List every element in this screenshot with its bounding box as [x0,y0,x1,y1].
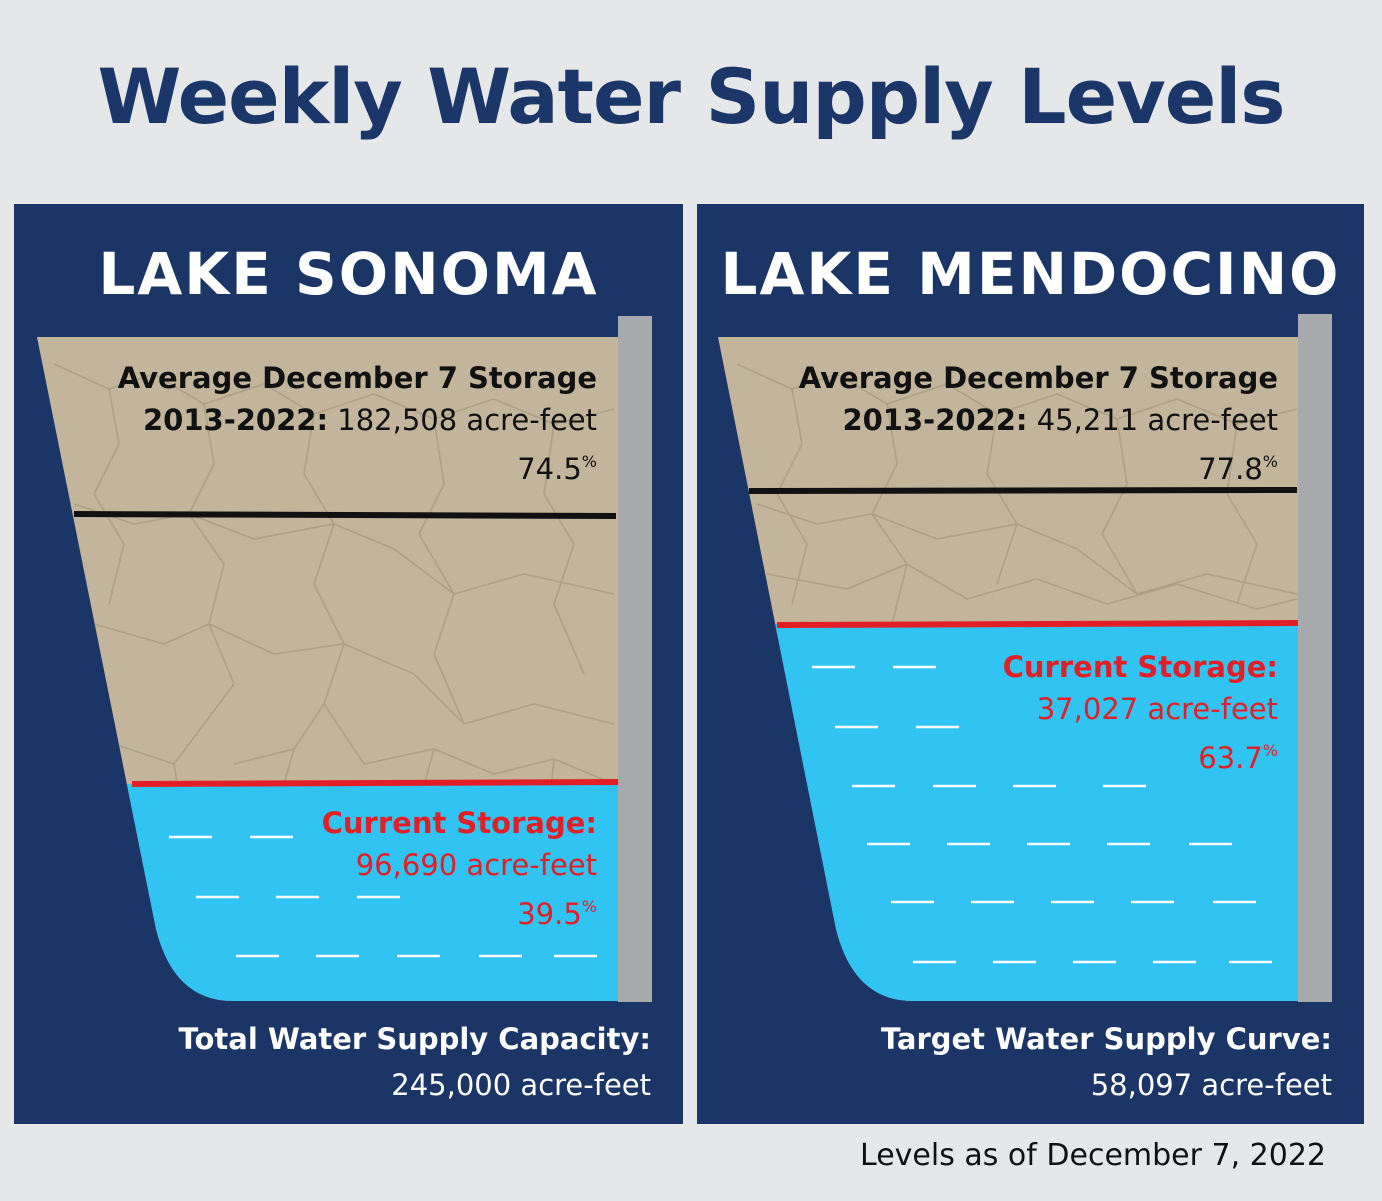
levels-as-of-date: Levels as of December 7, 2022 [860,1138,1326,1173]
lake-name: LAKE MENDOCINO [720,240,1341,308]
current-storage-label: Current Storage: 37,027 acre-feet 63.7% [1003,646,1278,779]
capacity-label: Total Water Supply Capacity: [178,1022,651,1056]
average-storage-label: Average December 7 Storage 2013-2022: 45… [799,357,1278,490]
percent-sign: % [581,897,597,916]
target-value: 58,097 acre-feet [1090,1068,1332,1102]
target-label: Target Water Supply Curve: [880,1022,1332,1056]
current-label: Current Storage: [321,806,597,840]
lake-mendocino-gauge [718,314,1332,1002]
target-footer: Target Water Supply Curve: 58,097 acre-f… [881,1016,1332,1108]
average-label-line1: Average December 7 Storage [798,361,1278,395]
lake-sonoma-gauge [37,316,652,1002]
percent-sign: % [1262,741,1278,760]
average-period: 2013-2022: [143,403,329,437]
lake-mendocino-panel: LAKE MENDOCINO [697,204,1364,1124]
average-value: 45,211 acre-feet [1036,403,1278,437]
average-storage-label: Average December 7 Storage 2013-2022: 18… [118,357,597,490]
current-value: 37,027 acre-feet [1036,692,1278,726]
current-pct: 63.7 [1198,741,1263,775]
average-pct: 77.8 [1198,452,1263,486]
water-ripples [169,835,597,958]
current-storage-label: Current Storage: 96,690 acre-feet 39.5% [322,802,597,935]
average-storage-line [73,511,617,519]
crack-texture [736,363,1298,625]
percent-sign: % [581,452,597,471]
average-period: 2013-2022: [842,403,1028,437]
current-storage-line [131,779,619,787]
average-value: 182,508 acre-feet [337,403,597,437]
lake-sonoma-panel: LAKE SONOMA [14,204,683,1124]
average-pct: 74.5 [517,452,582,486]
percent-sign: % [1262,452,1278,471]
capacity-footer: Total Water Supply Capacity: 245,000 acr… [179,1016,651,1108]
dam-wall [618,316,652,1002]
current-storage-line [776,620,1299,628]
capacity-value: 245,000 acre-feet [391,1068,651,1102]
lake-name: LAKE SONOMA [98,240,599,308]
current-pct: 39.5 [517,897,582,931]
current-value: 96,690 acre-feet [355,848,597,882]
dam-wall [1298,314,1332,1002]
current-label: Current Storage: [1002,650,1278,684]
water-ripples [812,665,1272,964]
page-title: Weekly Water Supply Levels [97,52,1285,141]
average-label-line1: Average December 7 Storage [117,361,597,395]
average-storage-line [748,487,1298,494]
